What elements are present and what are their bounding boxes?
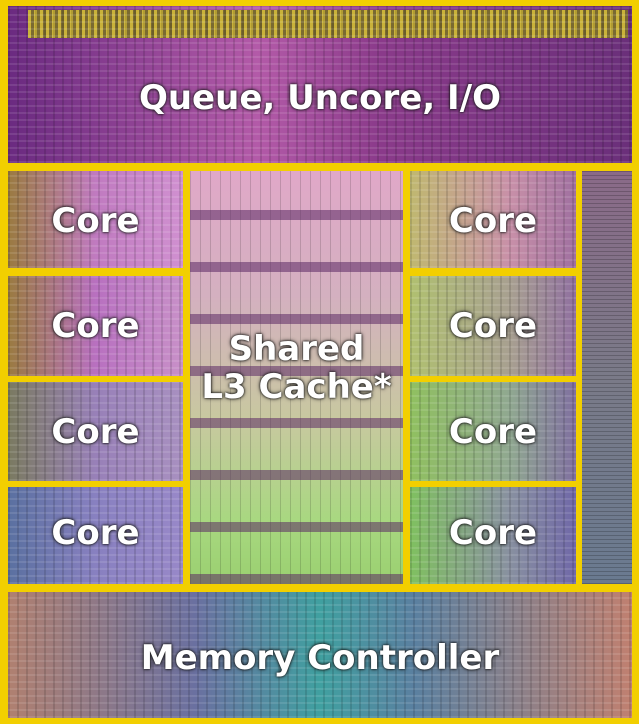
io-strip xyxy=(28,10,628,38)
core-right-4: Core xyxy=(410,487,576,584)
core-left-2: Core xyxy=(8,276,183,376)
uncore-region: Queue, Uncore, I/O xyxy=(8,6,632,163)
memory-controller-region: Memory Controller xyxy=(8,592,632,718)
core-left-4: Core xyxy=(8,487,183,584)
core-right-2: Core xyxy=(410,276,576,376)
l3-label-line1: Shared xyxy=(228,329,365,369)
core-right-1: Core xyxy=(410,171,576,268)
core-left-3: Core xyxy=(8,382,183,481)
side-strip xyxy=(582,171,632,584)
core-left-1: Core xyxy=(8,171,183,268)
l3-label-line2: L3 Cache* xyxy=(201,367,392,407)
uncore-label: Queue, Uncore, I/O xyxy=(138,78,502,118)
memory-controller-label: Memory Controller xyxy=(140,638,500,678)
l3-cache-region: Shared L3 Cache* xyxy=(190,171,403,584)
core-right-3: Core xyxy=(410,382,576,481)
